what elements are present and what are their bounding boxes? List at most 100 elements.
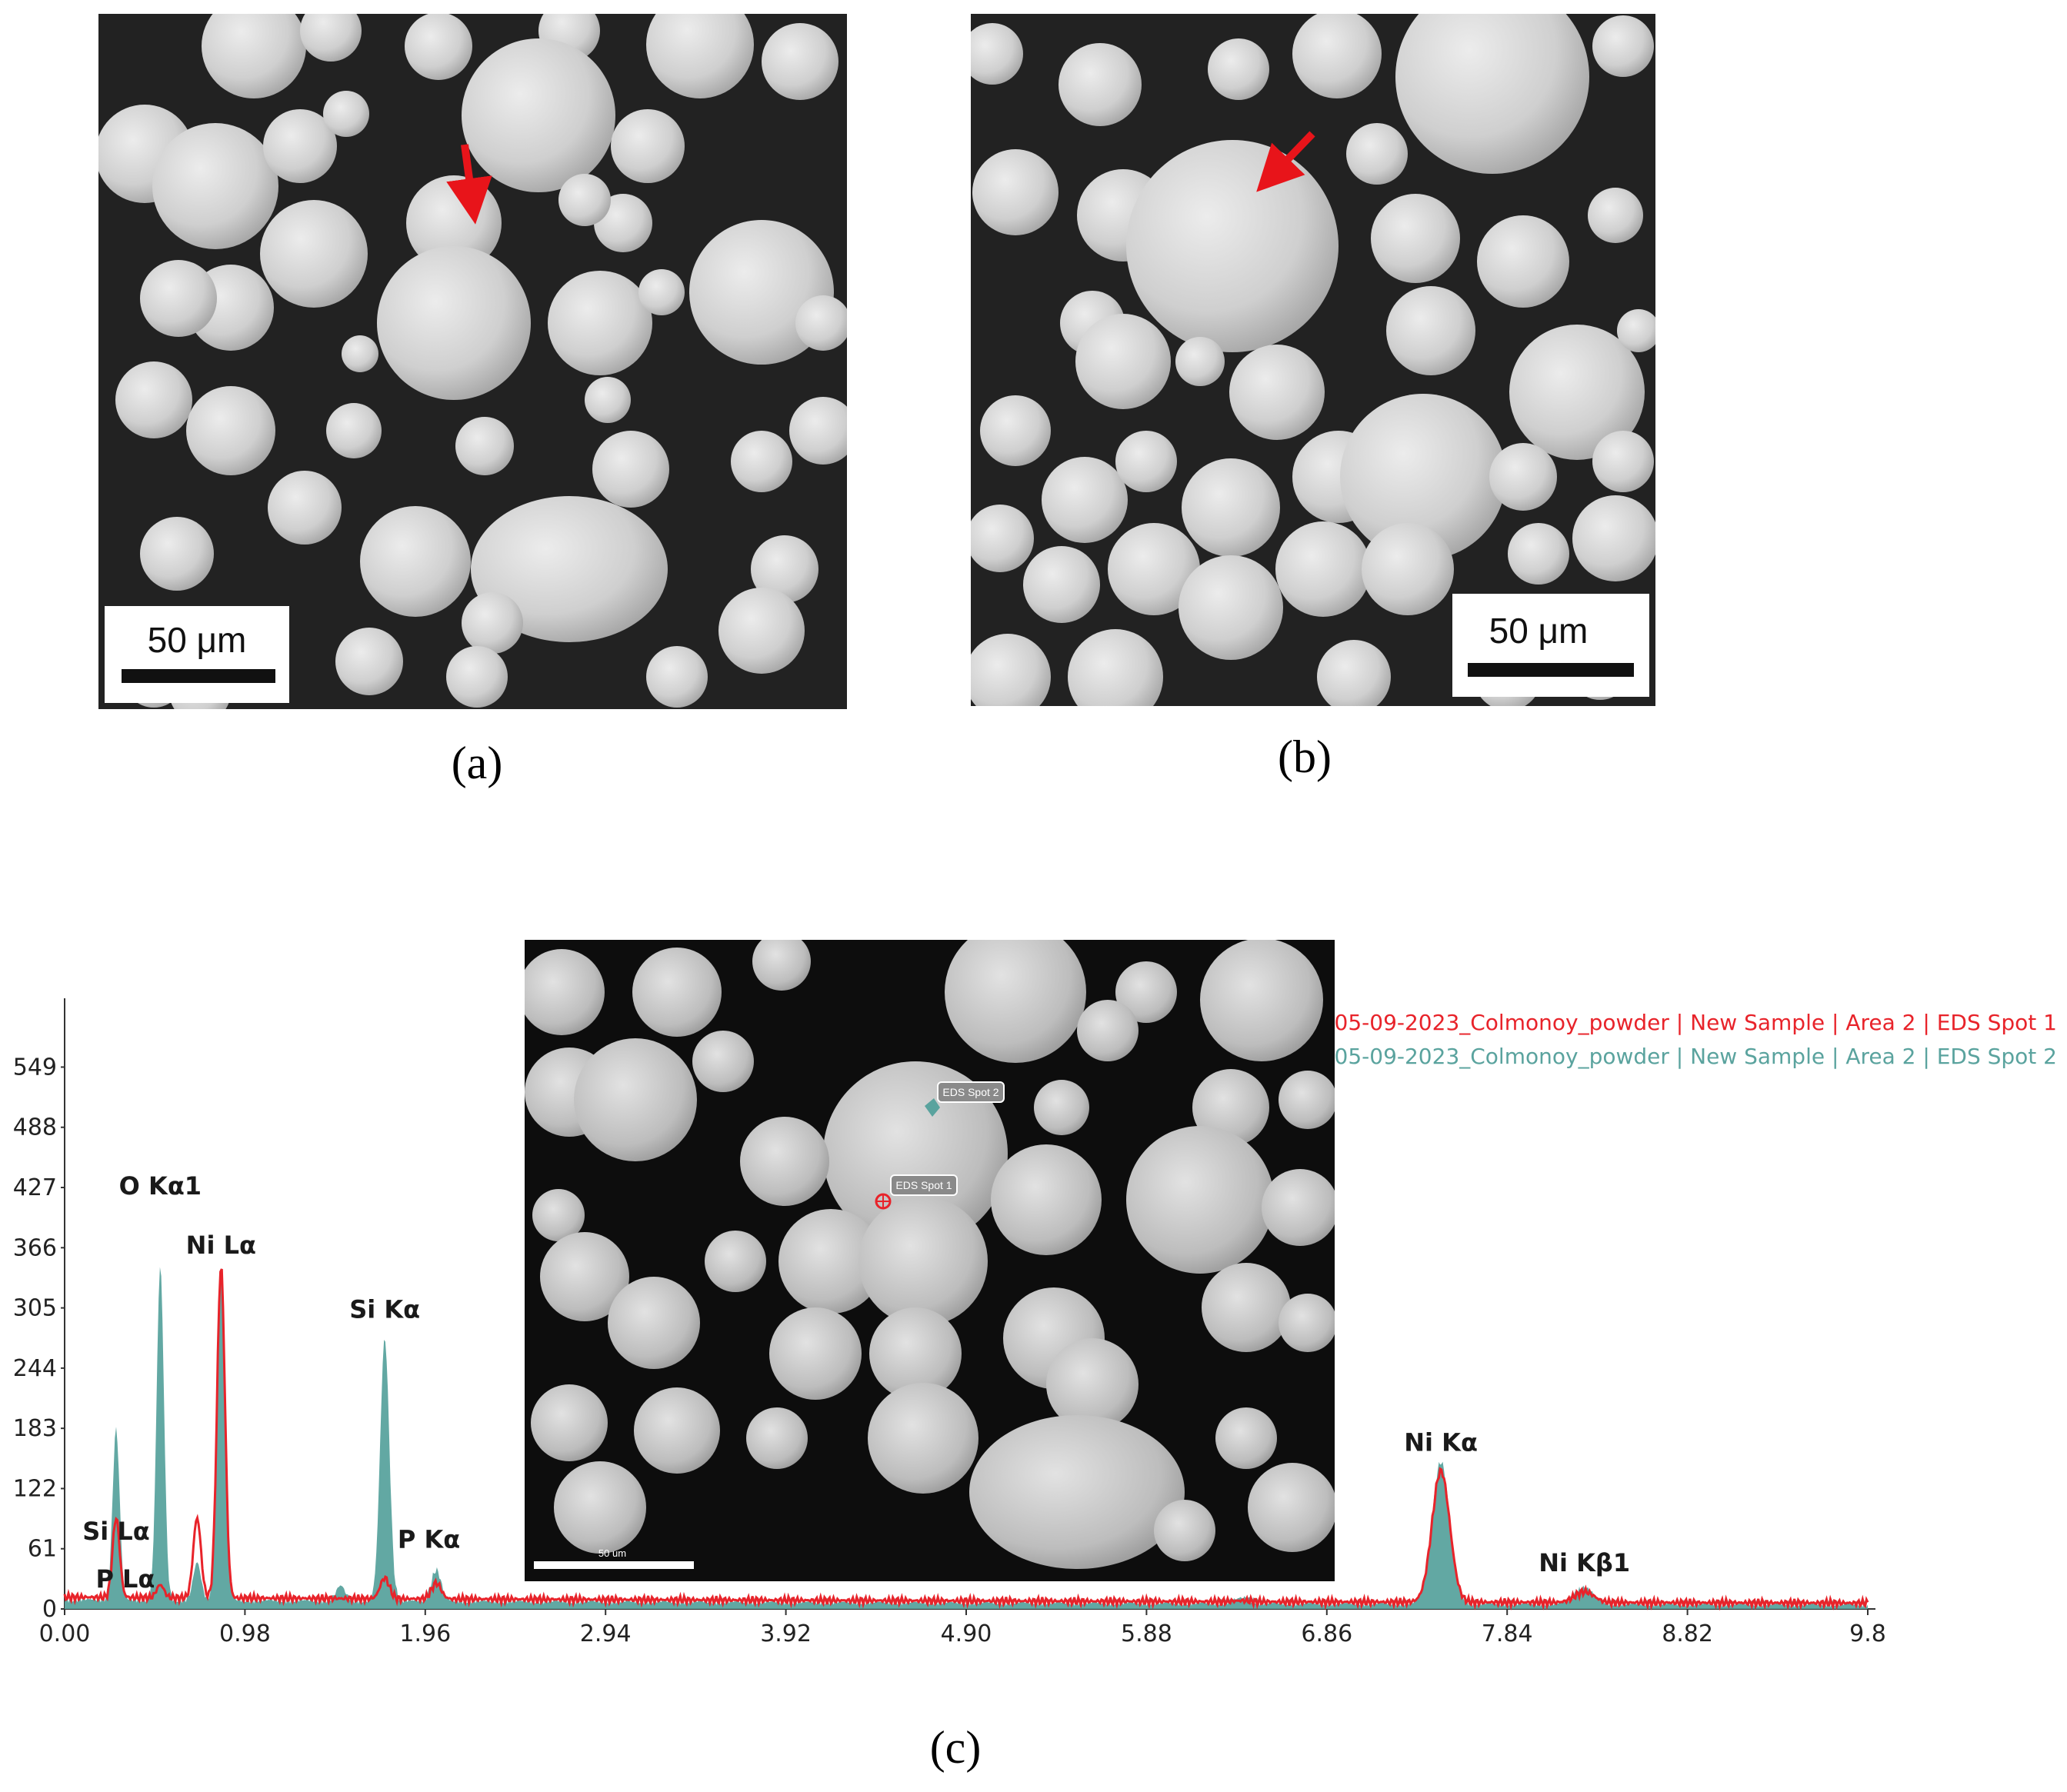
powder-particle bbox=[471, 496, 668, 642]
y-tick-labels: 0 61 122 183 244 305 366 427 488 549 bbox=[13, 1054, 65, 1623]
powder-particle bbox=[980, 395, 1051, 466]
eds-spot-1-marker bbox=[875, 1193, 892, 1210]
powder-particle bbox=[186, 386, 275, 475]
powder-particle bbox=[1059, 43, 1142, 126]
powder-particle bbox=[1340, 394, 1506, 560]
y-tick-label: 366 bbox=[13, 1234, 57, 1261]
powder-particle bbox=[1489, 443, 1557, 511]
powder-particle bbox=[1115, 431, 1177, 492]
powder-particle bbox=[731, 431, 792, 492]
powder-particle bbox=[1182, 458, 1280, 557]
powder-particle bbox=[746, 1407, 808, 1469]
powder-particle bbox=[1279, 1071, 1335, 1129]
powder-particle bbox=[1075, 314, 1171, 409]
powder-particle bbox=[1362, 523, 1454, 615]
powder-particle bbox=[115, 361, 192, 438]
powder-particle bbox=[532, 1189, 585, 1241]
peak-label: O Kα1 bbox=[119, 1171, 202, 1201]
powder-particle bbox=[634, 1387, 720, 1474]
y-tick-label: 183 bbox=[13, 1415, 57, 1442]
powder-particle bbox=[705, 1231, 766, 1292]
eds-spot-2-tag: EDS Spot 2 bbox=[937, 1081, 1005, 1103]
arrow-marker-a bbox=[446, 144, 492, 225]
powder-particle bbox=[326, 403, 382, 458]
sem-image-a: 50 μm bbox=[98, 14, 847, 709]
powder-particle bbox=[1262, 1169, 1335, 1246]
x-tick-label: 3.92 bbox=[760, 1620, 812, 1647]
powder-particle bbox=[1115, 961, 1177, 1023]
powder-particle bbox=[1023, 546, 1100, 623]
powder-particle bbox=[335, 628, 403, 695]
powder-particle bbox=[1477, 215, 1569, 308]
powder-particle bbox=[1509, 325, 1645, 460]
powder-particle bbox=[554, 1461, 646, 1554]
powder-particle bbox=[969, 1415, 1185, 1569]
powder-particle bbox=[1248, 1463, 1335, 1552]
y-tick-label: 122 bbox=[13, 1475, 57, 1502]
powder-particle bbox=[1108, 523, 1200, 615]
powder-particle bbox=[548, 271, 652, 375]
powder-particle bbox=[585, 377, 631, 423]
powder-particle bbox=[1034, 1080, 1089, 1135]
powder-particle bbox=[558, 174, 611, 226]
x-tick-label: 0.98 bbox=[219, 1620, 271, 1647]
series-line-spot-1 bbox=[63, 1268, 1869, 1611]
x-tick-label: 4.90 bbox=[941, 1620, 992, 1647]
powder-particle bbox=[1175, 337, 1225, 386]
powder-particle bbox=[971, 505, 1034, 572]
scale-bar-a: 50 μm bbox=[105, 606, 289, 703]
powder-particle bbox=[971, 634, 1051, 706]
scale-bar-b: 50 μm bbox=[1452, 594, 1649, 697]
scale-bar-label-a: 50 μm bbox=[148, 620, 247, 660]
x-tick-label: 6.86 bbox=[1301, 1620, 1352, 1647]
powder-particle bbox=[540, 1232, 629, 1321]
powder-particle bbox=[1042, 457, 1128, 543]
powder-particle bbox=[692, 1031, 754, 1092]
powder-particle bbox=[1572, 495, 1655, 581]
powder-particle bbox=[342, 335, 378, 372]
powder-particle bbox=[632, 948, 722, 1037]
powder-particle bbox=[945, 940, 1086, 1063]
chart-legend: 05-09-2023_Colmonoy_powder | New Sample … bbox=[1335, 1010, 2057, 1069]
caption-a: (a) bbox=[452, 738, 503, 788]
powder-particle bbox=[646, 646, 708, 708]
x-tick-label: 0.00 bbox=[39, 1620, 91, 1647]
arrow-marker-b bbox=[1256, 131, 1315, 192]
powder-particle bbox=[858, 1197, 988, 1326]
x-tick-label: 1.96 bbox=[399, 1620, 451, 1647]
x-tick-label: 7.84 bbox=[1482, 1620, 1533, 1647]
inset-sem-image: EDS Spot 2 EDS Spot 1 50 um bbox=[525, 940, 1335, 1581]
powder-particle bbox=[823, 1061, 1008, 1246]
powder-particle bbox=[972, 149, 1059, 235]
powder-particle bbox=[592, 431, 669, 508]
svg-text:EDS Spot 1: EDS Spot 1 bbox=[895, 1179, 952, 1191]
powder-particle bbox=[300, 14, 362, 62]
powder-particle bbox=[1617, 309, 1655, 352]
x-tick-label: 9.8 bbox=[1849, 1620, 1886, 1647]
powder-particle bbox=[1508, 523, 1569, 585]
peak-label: Ni Kα bbox=[1404, 1428, 1478, 1457]
powder-particles-a bbox=[98, 14, 847, 709]
powder-particle bbox=[1202, 1263, 1291, 1352]
powder-particle bbox=[869, 1307, 962, 1400]
powder-particle bbox=[991, 1144, 1102, 1255]
x-tick-label: 8.82 bbox=[1662, 1620, 1713, 1647]
powder-particle bbox=[1395, 14, 1589, 174]
caption-c: (c) bbox=[930, 1722, 982, 1773]
peak-label: P Kα bbox=[398, 1524, 460, 1554]
peak-label: P Lα bbox=[95, 1564, 155, 1594]
powder-particle bbox=[1126, 140, 1339, 352]
powder-particle bbox=[455, 417, 514, 475]
powder-particle bbox=[1229, 345, 1325, 440]
y-tick-label: 0 bbox=[42, 1596, 57, 1623]
inset-scale-bar: 50 um bbox=[534, 1547, 694, 1569]
powder-particle bbox=[638, 269, 685, 315]
powder-particle bbox=[531, 1384, 608, 1461]
powder-particle bbox=[462, 38, 615, 192]
powder-particle bbox=[1592, 431, 1654, 492]
powder-particle bbox=[1126, 1126, 1274, 1274]
powder-particle bbox=[1371, 194, 1460, 283]
powder-particle bbox=[1077, 1000, 1139, 1061]
powder-particle bbox=[1592, 15, 1654, 77]
